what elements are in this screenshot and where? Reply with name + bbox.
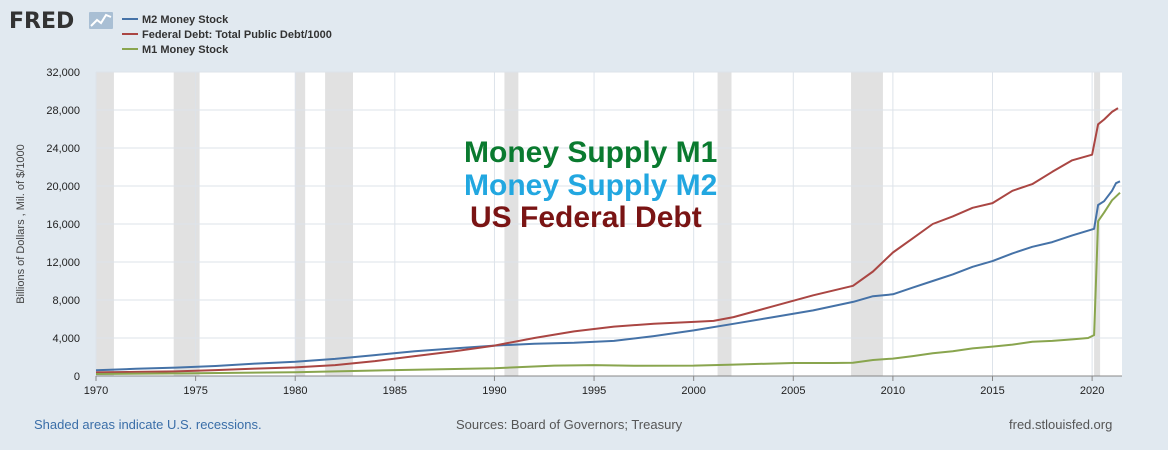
footer-recession-note: Shaded areas indicate U.S. recessions. [34, 417, 262, 432]
y-tick-label-7: 28,000 [46, 105, 80, 117]
x-tick-label-0: 1970 [84, 385, 108, 397]
x-tick-label-3: 1985 [383, 385, 407, 397]
x-tick-label-10: 2020 [1080, 385, 1104, 397]
x-tick-label-4: 1990 [482, 385, 506, 397]
y-tick-label-1: 4,000 [52, 333, 80, 345]
legend-label-m2: M2 Money Stock [142, 14, 229, 26]
overlay-title-debt: US Federal Debt [470, 201, 702, 234]
x-tick-label-8: 2010 [881, 385, 905, 397]
y-tick-label-3: 12,000 [46, 257, 80, 269]
y-tick-label-5: 20,000 [46, 181, 80, 193]
series-lines [95, 107, 1121, 375]
x-axis-ticks: 1970 1975 1980 1985 1990 1995 2000 2005 2010 2015… [84, 376, 1104, 397]
x-tick-label-1: 1975 [183, 385, 207, 397]
y-tick-label-2: 8,000 [52, 295, 80, 307]
legend-label-m1: M1 Money Stock [142, 44, 229, 56]
y-tick-label-0: 0 [74, 371, 80, 383]
fred-logo-graph-icon [89, 12, 113, 29]
x-tick-label-7: 2005 [781, 385, 805, 397]
y-tick-label-6: 24,000 [46, 143, 80, 155]
series-line-federal-debt [95, 107, 1119, 374]
y-axis-label: Billions of Dollars , Mil. of $/1000 [15, 144, 27, 304]
x-tick-label-2: 1980 [283, 385, 307, 397]
legend-label-federal-debt: Federal Debt: Total Public Debt/1000 [142, 29, 332, 41]
x-tick-label-6: 2000 [681, 385, 705, 397]
overlay-title-m1: Money Supply M1 [464, 136, 717, 169]
fred-logo[interactable]: FRED [9, 9, 74, 34]
x-tick-label-9: 2015 [980, 385, 1004, 397]
x-tick-label-5: 1995 [582, 385, 606, 397]
overlay-title-m2: Money Supply M2 [464, 169, 717, 202]
y-axis-ticks: 0 4,000 8,000 12,000 16,000 20,000 24,000 28,00… [46, 67, 80, 383]
series-line-m2 [95, 180, 1121, 372]
footer-site-link[interactable]: fred.stlouisfed.org [1009, 417, 1113, 432]
y-tick-label-4: 16,000 [46, 219, 80, 231]
y-tick-label-8: 32,000 [46, 67, 80, 79]
footer-sources: Sources: Board of Governors; Treasury [456, 417, 683, 432]
series-line-m1 [95, 191, 1121, 375]
legend: M2 Money Stock Federal Debt: Total Publi… [122, 14, 332, 56]
grid-lines [95, 71, 1122, 376]
